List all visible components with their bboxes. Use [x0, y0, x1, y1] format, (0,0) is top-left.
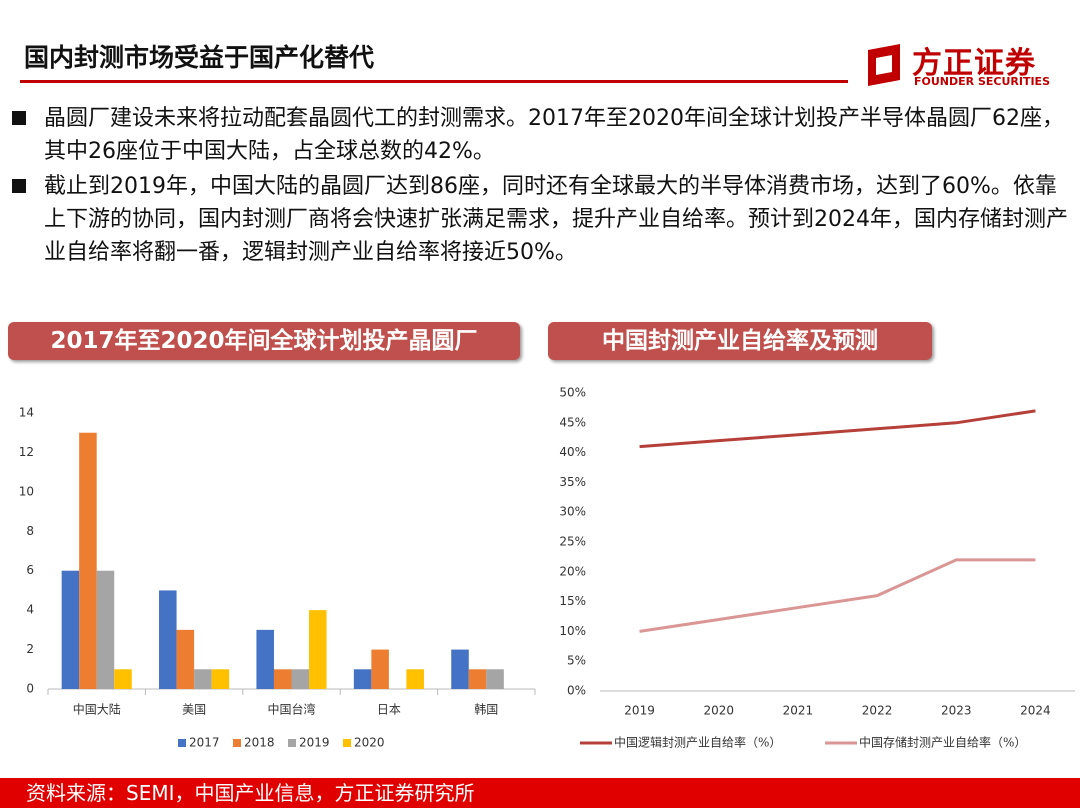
y-tick-label: 12: [19, 445, 34, 459]
x-tick-label: 2020: [703, 704, 734, 718]
bar: [256, 629, 274, 689]
x-tick-label: 2021: [783, 704, 814, 718]
legend-label: 中国逻辑封测产业自给率（%）: [614, 735, 781, 750]
x-tick-label: 2019: [624, 704, 655, 718]
legend-label: 2020: [354, 736, 385, 750]
legend-label: 中国存储封测产业自给率（%）: [859, 735, 1026, 750]
x-tick-label: 韩国: [474, 702, 498, 717]
legend-label: 2018: [244, 736, 275, 750]
slide-title: 国内封测市场受益于国产化替代: [24, 43, 375, 72]
x-tick-label: 美国: [182, 703, 206, 717]
y-tick-label: 2: [26, 642, 34, 656]
x-tick-label: 2024: [1020, 704, 1051, 718]
bullet: 截止到2019年，中国大陆的晶圆厂达到86座，同时还有全球最大的半导体消费市场，…: [12, 170, 1068, 269]
x-tick-label: 中国台湾: [267, 702, 315, 717]
logo-subtext: FOUNDER SECURITIES: [914, 75, 1050, 88]
y-tick-label: 8: [26, 524, 34, 538]
bullet-text: 截止到2019年，中国大陆的晶圆厂达到86座，同时还有全球最大的半导体消费市场，…: [44, 174, 1068, 265]
y-tick-label: 0%: [567, 684, 586, 698]
x-tick-label: 中国大陆: [73, 702, 121, 717]
bar: [176, 629, 195, 689]
y-tick-label: 15%: [559, 594, 586, 608]
y-tick-label: 5%: [567, 654, 586, 668]
logo-icon: [868, 44, 900, 86]
y-tick-label: 6: [26, 563, 34, 577]
bar: [194, 669, 212, 689]
bar: [61, 570, 80, 689]
legend-label: 2017: [189, 736, 220, 750]
logo-text: 方正证券: [912, 46, 1036, 81]
bar: [291, 669, 310, 689]
chart-title: 2017年至2020年间全球计划投产晶圆厂: [8, 322, 520, 360]
title-rule: [20, 80, 848, 83]
y-tick-label: 14: [19, 406, 34, 420]
y-tick-label: 10: [19, 484, 34, 498]
y-tick-label: 20%: [559, 564, 586, 578]
y-tick-label: 50%: [559, 386, 586, 400]
legend-swatch: [343, 739, 351, 747]
line: [639, 558, 1036, 633]
x-tick-label: 日本: [377, 703, 401, 717]
legend-swatch: [288, 739, 296, 747]
bar: [309, 610, 327, 689]
bar: [406, 669, 424, 689]
y-tick-label: 30%: [559, 505, 586, 519]
bar: [451, 649, 469, 689]
footer-source: 资料来源：SEMI，中国产业信息，方正证券研究所: [0, 778, 1080, 808]
y-tick-label: 45%: [559, 415, 586, 429]
bar: [371, 649, 389, 689]
bar: [211, 669, 230, 689]
y-tick-label: 35%: [559, 475, 586, 489]
x-tick-label: 2023: [941, 704, 972, 718]
x-tick-label: 2022: [862, 704, 893, 718]
bar: [79, 432, 97, 689]
bar: [353, 669, 372, 689]
bar: [114, 669, 132, 689]
chart-title: 中国封测产业自给率及预测: [548, 322, 932, 360]
bullet: 晶圆厂建设未来将拉动配套晶圆代工的封测需求。2017年至2020年间全球计划投产…: [12, 102, 1068, 168]
bar: [468, 669, 487, 689]
legend-swatch: [178, 739, 186, 747]
bar: [273, 669, 292, 689]
bar: [159, 590, 177, 689]
y-tick-label: 40%: [559, 445, 586, 459]
legend-label: 2019: [299, 736, 330, 750]
bullet-text: 晶圆厂建设未来将拉动配套晶圆代工的封测需求。2017年至2020年间全球计划投产…: [44, 106, 1064, 164]
y-tick-label: 4: [26, 603, 34, 617]
y-tick-label: 0: [26, 682, 34, 696]
bar: [96, 570, 115, 689]
y-tick-label: 10%: [559, 624, 586, 638]
legend-swatch: [233, 739, 241, 747]
bar: [486, 669, 504, 689]
line: [639, 409, 1036, 449]
y-tick-label: 25%: [559, 535, 586, 549]
